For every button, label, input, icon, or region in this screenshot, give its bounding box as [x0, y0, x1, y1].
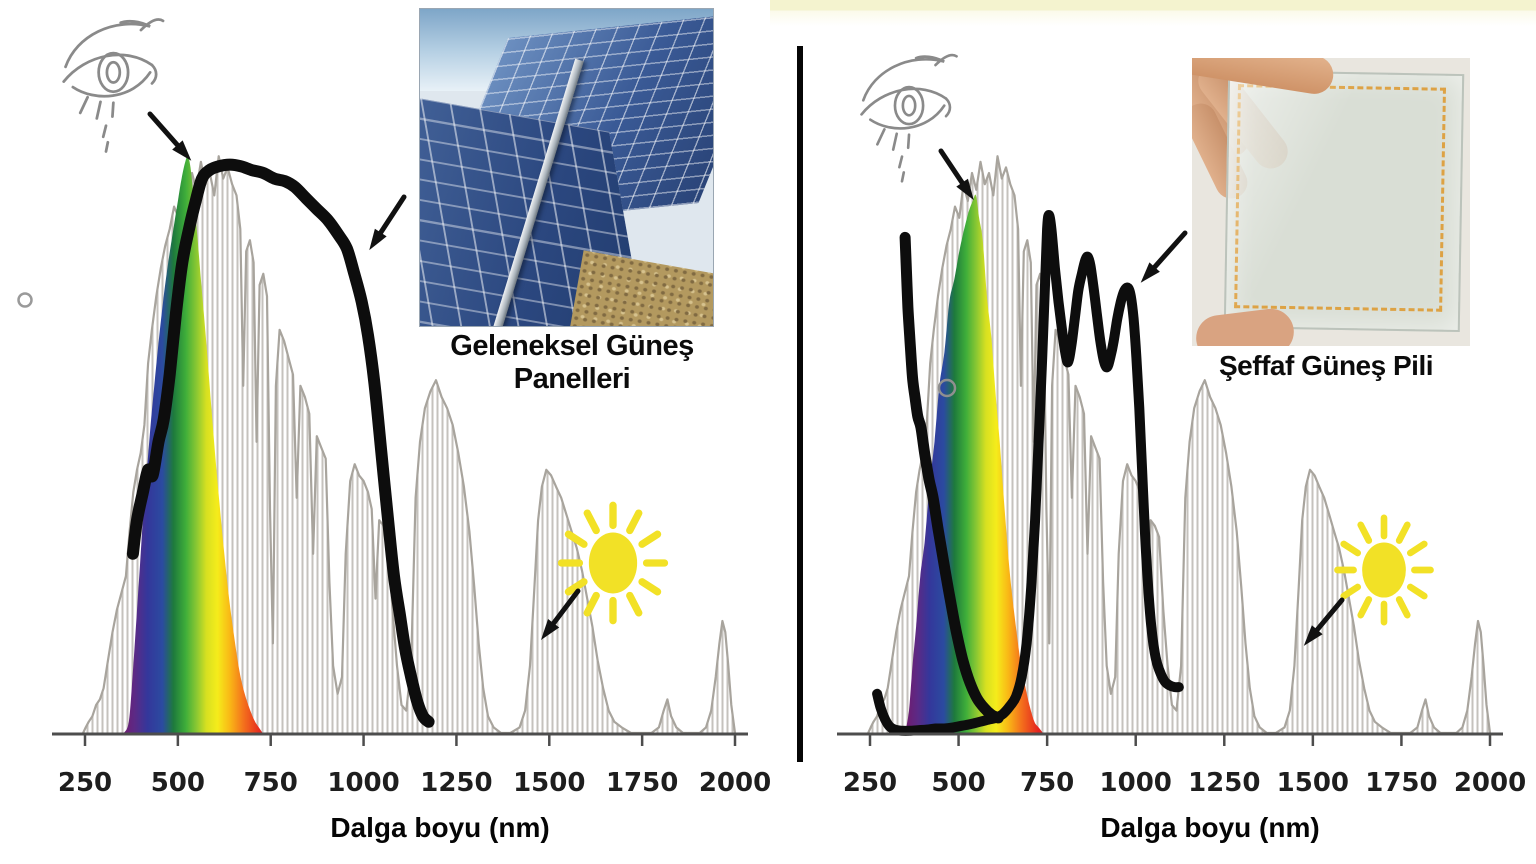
- right-panel-arrow: [1140, 230, 1188, 283]
- x-tick-label: 2000: [699, 768, 771, 798]
- solar-panels-photo: [419, 8, 714, 327]
- top-strip: [770, 0, 1536, 26]
- glass-sheet: [1223, 69, 1465, 333]
- x-tick-label: 1000: [327, 768, 399, 798]
- right-photo-caption: Şeffaf Güneş Pili: [1219, 350, 1434, 381]
- x-tick-label: 2000: [1454, 768, 1526, 798]
- left-panel-arrow: [369, 194, 407, 251]
- stray-circle-mark: [17, 292, 33, 308]
- panel-divider: [797, 46, 803, 762]
- x-tick-label: 500: [931, 768, 985, 798]
- left-photo-caption: Geleneksel Güneş Panelleri: [450, 330, 694, 395]
- x-tick-label: 1750: [1365, 768, 1437, 798]
- pil-sogurma-egrisi: [872, 210, 1184, 736]
- panel-sogurma-egrisi: [126, 158, 435, 728]
- pointer-arrows: [147, 111, 1345, 646]
- photo-gravel: [569, 250, 713, 326]
- x-tick-label: 1500: [1277, 768, 1349, 798]
- pil-uv-sogurma-kolu: [899, 231, 1004, 724]
- x-tick-label: 1250: [1188, 768, 1260, 798]
- eye-icon: [62, 18, 165, 153]
- visible-spectrum-band: [905, 194, 1043, 733]
- stray-circle-mark: [937, 378, 957, 398]
- transparent-cell-photo: [1192, 58, 1470, 346]
- sun-icon: [562, 505, 665, 620]
- left-eye-arrow: [147, 111, 192, 161]
- right-x-axis-label: Dalga boyu (nm): [1100, 812, 1320, 843]
- right-chart: 250 500 750 1000 1250 1500 1750 2000: [837, 155, 1526, 798]
- left-x-axis-label: Dalga boyu (nm): [330, 812, 550, 843]
- sun-icon: [1337, 518, 1430, 622]
- x-tick-label: 250: [58, 768, 112, 798]
- left-sun-arrow: [540, 588, 581, 640]
- x-tick-label: 750: [1020, 768, 1074, 798]
- thumb: [1193, 306, 1297, 346]
- x-tick-label: 750: [244, 768, 298, 798]
- right-sun-arrow: [1303, 597, 1345, 646]
- x-tick-label: 250: [843, 768, 897, 798]
- eye-icon: [860, 53, 958, 183]
- x-tick-label: 1750: [606, 768, 678, 798]
- x-tick-label: 1250: [420, 768, 492, 798]
- visible-spectrum-band: [124, 156, 263, 733]
- glass-highlight: [1225, 71, 1463, 331]
- x-tick-label: 1000: [1100, 768, 1172, 798]
- x-tick-label: 1500: [513, 768, 585, 798]
- x-tick-label: 500: [151, 768, 205, 798]
- right-eye-arrow: [938, 148, 974, 201]
